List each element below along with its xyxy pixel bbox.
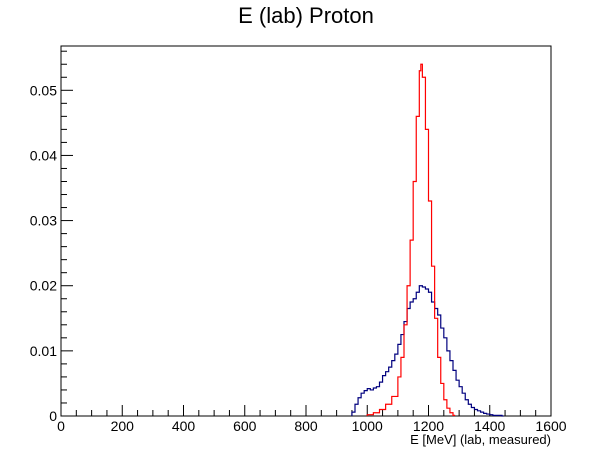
x-tick-label: 1400 (474, 418, 505, 434)
y-tick-label: 0.04 (30, 147, 57, 163)
x-tick-label: 1000 (352, 418, 383, 434)
x-tick-label: 400 (172, 418, 196, 434)
y-tick-label: 0.02 (30, 278, 57, 294)
y-tick-label: 0.01 (30, 343, 57, 359)
chart-title: E (lab) Proton (238, 3, 374, 28)
histogram-series-2 (366, 63, 456, 416)
x-axis-label: E [MeV] (lab, measured) (410, 432, 551, 447)
y-tick-label: 0 (49, 408, 57, 424)
plot-frame (60, 45, 552, 417)
x-tick-label: 1600 (535, 418, 566, 434)
x-tick-label: 1200 (413, 418, 444, 434)
x-tick-label: 800 (294, 418, 318, 434)
histogram-series-1 (351, 285, 504, 417)
x-tick-label: 200 (111, 418, 135, 434)
x-tick-label: 600 (233, 418, 257, 434)
y-tick-label: 0.03 (30, 213, 57, 229)
x-tick-label: 0 (57, 418, 65, 434)
y-tick-label: 0.05 (30, 82, 57, 98)
